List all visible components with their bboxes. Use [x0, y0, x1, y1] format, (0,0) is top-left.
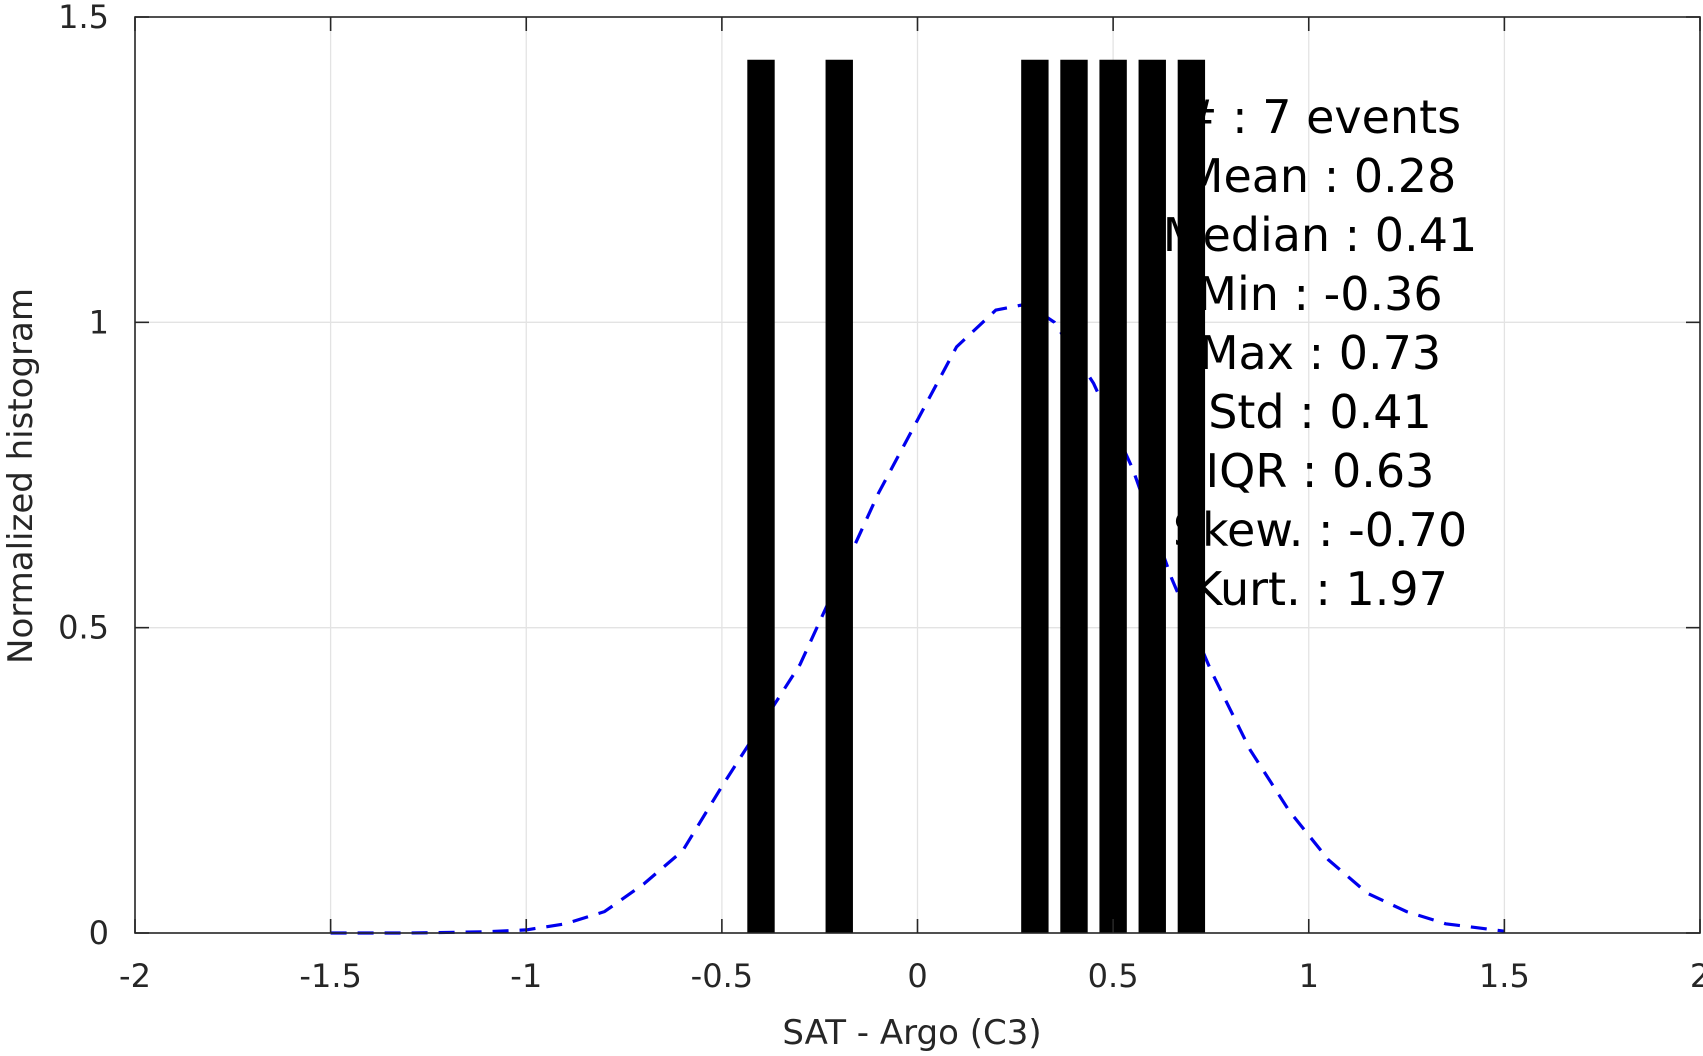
stat-line: Median : 0.41	[1163, 208, 1477, 262]
x-tick-label: -2	[119, 957, 151, 995]
y-tick-label: 1.5	[58, 0, 109, 36]
x-tick-label: -0.5	[691, 957, 753, 995]
fit-curve-layer	[330, 302, 1505, 935]
stat-line: Std : 0.41	[1208, 385, 1432, 439]
histogram-bar	[825, 59, 853, 934]
y-tick-labels: 0 0.5 1 1.5	[58, 0, 109, 952]
x-tick-label: 1.5	[1479, 957, 1530, 995]
stat-line: IQR : 0.63	[1206, 444, 1435, 498]
histogram-bar	[1099, 59, 1127, 934]
stat-line: Min : -0.36	[1197, 267, 1442, 321]
y-axis-title: Normalized histogram	[1, 288, 41, 664]
stat-line: Skew. : -0.70	[1173, 503, 1467, 557]
x-tick-label: 0	[907, 957, 927, 995]
stat-line: # : 7 events	[1179, 90, 1461, 144]
histogram-bar	[1060, 59, 1088, 934]
fit-curve-line	[330, 302, 1505, 935]
y-tick-label: 0	[89, 914, 109, 952]
x-tick-label: 2	[1690, 957, 1703, 995]
histogram-bar	[747, 59, 775, 934]
stat-line: Kurt. : 1.97	[1192, 562, 1448, 616]
histogram-bars	[747, 59, 1206, 934]
stat-line: Max : 0.73	[1199, 326, 1441, 380]
x-axis-title: SAT - Argo (C3)	[782, 1013, 1041, 1053]
x-tick-label: -1.5	[299, 957, 361, 995]
histogram-bar	[1138, 59, 1166, 934]
y-tick-label: 0.5	[58, 609, 109, 647]
histogram-bar	[1177, 59, 1206, 934]
plot-axes	[134, 16, 1701, 934]
x-tick-label: 1	[1299, 957, 1319, 995]
x-tick-label: -1	[510, 957, 542, 995]
histogram-bar	[1021, 59, 1049, 934]
x-tick-label: 0.5	[1088, 957, 1139, 995]
y-tick-label: 1	[89, 303, 109, 341]
grid-lines	[134, 16, 1701, 934]
x-tick-labels: -2 -1.5 -1 -0.5 0 0.5 1 1.5 2	[119, 957, 1703, 995]
stat-line: Mean : 0.28	[1184, 149, 1457, 203]
